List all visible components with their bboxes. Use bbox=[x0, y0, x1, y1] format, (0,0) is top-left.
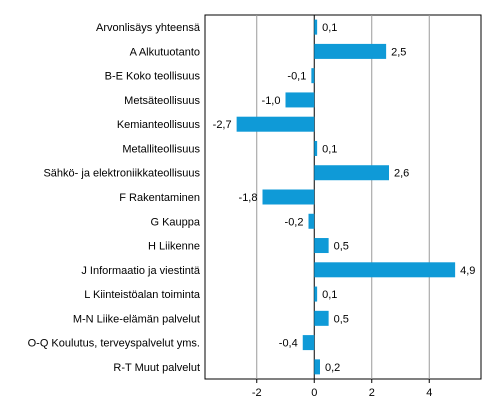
bar bbox=[314, 140, 318, 156]
bars bbox=[236, 19, 456, 375]
category-label: A Alkutuotanto bbox=[130, 46, 200, 58]
bar bbox=[308, 213, 315, 229]
data-label: 0,1 bbox=[322, 143, 337, 155]
category-label: Metalliteollisuus bbox=[122, 143, 200, 155]
category-label: Sähkö- ja elektroniikkateollisuus bbox=[43, 168, 200, 180]
category-label: F Rakentaminen bbox=[119, 192, 200, 204]
x-tick-label: 2 bbox=[369, 387, 375, 399]
grid-lines bbox=[256, 15, 430, 379]
data-label: 0,5 bbox=[334, 313, 349, 325]
data-label: -1,0 bbox=[262, 95, 281, 107]
category-label: L Kiinteistöalan toiminta bbox=[84, 289, 201, 301]
bar bbox=[314, 286, 318, 302]
bar bbox=[262, 189, 315, 205]
plot-area bbox=[204, 14, 482, 380]
bar bbox=[314, 359, 320, 375]
bar bbox=[314, 262, 456, 278]
data-label: -2,7 bbox=[213, 119, 232, 131]
bar bbox=[314, 43, 387, 59]
category-label: H Liikenne bbox=[148, 241, 200, 253]
category-label: J Informaatio ja viestintä bbox=[81, 265, 200, 277]
bar bbox=[236, 116, 315, 132]
data-label: -0,4 bbox=[279, 338, 298, 350]
category-label: Kemianteollisuus bbox=[117, 119, 201, 131]
data-label: 0,5 bbox=[334, 241, 349, 253]
category-label: G Kauppa bbox=[150, 216, 200, 228]
bar bbox=[314, 238, 329, 254]
bar bbox=[314, 165, 389, 181]
bar bbox=[302, 335, 315, 351]
category-label: R-T Muut palvelut bbox=[113, 362, 200, 374]
category-label: O-Q Koulutus, terveyspalvelut yms. bbox=[28, 338, 200, 350]
x-tick-label: 4 bbox=[426, 387, 432, 399]
data-label: -1,8 bbox=[239, 192, 258, 204]
bar bbox=[314, 19, 318, 35]
category-label: Arvonlisäys yhteensä bbox=[96, 22, 201, 34]
x-tick-label: 0 bbox=[311, 387, 317, 399]
data-labels: 0,1 2,5 -0,1 -1,0 -2,7 0,1 2,6 -1,8 -0,2 0,5 4,9 0,… bbox=[213, 22, 476, 374]
data-label: 0,1 bbox=[322, 22, 337, 34]
data-label: -0,2 bbox=[285, 216, 304, 228]
data-label: 0,1 bbox=[322, 289, 337, 301]
bar bbox=[314, 310, 329, 326]
x-tick-label: -2 bbox=[252, 387, 262, 399]
bar bbox=[311, 68, 315, 84]
x-axis-ticks: -2 0 2 4 bbox=[252, 379, 432, 399]
category-label: Metsäteollisuus bbox=[124, 95, 200, 107]
category-label: M-N Liike-elämän palvelut bbox=[73, 313, 200, 325]
data-label: -0,1 bbox=[287, 71, 306, 83]
bar bbox=[285, 92, 315, 108]
data-label: 0,2 bbox=[325, 362, 340, 374]
category-label: B-E Koko teollisuus bbox=[105, 71, 201, 83]
data-label: 2,5 bbox=[391, 46, 406, 58]
category-labels: Arvonlisäys yhteensä A Alkutuotanto B-E Ko… bbox=[28, 22, 201, 374]
data-label: 2,6 bbox=[394, 168, 409, 180]
data-label: 4,9 bbox=[460, 265, 475, 277]
